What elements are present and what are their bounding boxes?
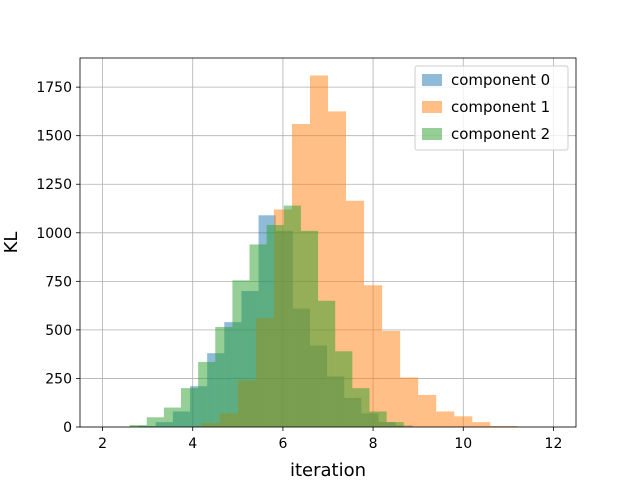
series-2-bars xyxy=(129,205,404,427)
histogram-bar xyxy=(318,300,336,427)
y-tick-label: 500 xyxy=(45,323,72,339)
histogram-bar xyxy=(454,416,473,427)
legend-box xyxy=(414,65,569,151)
histogram-bar xyxy=(181,388,199,427)
x-tick-label: 4 xyxy=(188,436,197,452)
y-tick-label: 1500 xyxy=(36,129,72,145)
x-tick-label: 2 xyxy=(98,436,107,452)
histogram-bar xyxy=(418,394,437,427)
plot-area-frame xyxy=(79,57,577,428)
histogram-bar xyxy=(283,205,301,427)
histogram-bar xyxy=(472,422,491,427)
histogram-bar xyxy=(198,361,216,427)
histogram-bar xyxy=(300,230,319,427)
histogram-bar xyxy=(146,417,164,427)
x-tick-label: 8 xyxy=(369,436,378,452)
histogram-bar xyxy=(400,377,419,427)
y-tick-label: 0 xyxy=(63,420,72,436)
histogram-bars xyxy=(129,75,518,428)
histogram-bar xyxy=(352,388,370,427)
histogram-bar xyxy=(490,426,518,427)
legend-swatch xyxy=(422,74,442,86)
histogram-bar xyxy=(129,425,147,427)
x-tick-label: 12 xyxy=(545,436,563,452)
y-axis-label: KL xyxy=(1,232,22,254)
histogram-bar xyxy=(335,351,353,427)
x-tick-label: 6 xyxy=(278,436,287,452)
histogram-bar xyxy=(369,411,387,427)
legend-swatch xyxy=(422,128,442,140)
histogram-bar xyxy=(382,330,401,427)
x-axis-label: iteration xyxy=(290,460,366,480)
x-axis-ticks: 2 4 6 8 10 12 xyxy=(98,427,562,452)
histogram-bar xyxy=(215,326,233,427)
y-tick-label: 1250 xyxy=(36,177,72,193)
y-tick-label: 1000 xyxy=(36,226,72,242)
legend-label: component 2 xyxy=(451,125,550,143)
histogram-bar xyxy=(163,407,182,427)
histogram-bar xyxy=(386,422,404,427)
y-tick-label: 750 xyxy=(45,274,72,290)
y-tick-label: 1750 xyxy=(36,80,72,96)
x-tick-label: 10 xyxy=(454,436,472,452)
legend-label: component 0 xyxy=(451,71,550,89)
legend-swatch xyxy=(422,101,442,113)
legend: component 0 component 1 component 2 xyxy=(414,65,569,151)
y-tick-label: 250 xyxy=(45,371,72,387)
histogram-bar xyxy=(266,225,284,427)
legend-label: component 1 xyxy=(451,98,550,116)
y-axis-ticks: 0 250 500 750 1000 1250 1500 1750 xyxy=(36,80,80,436)
histogram-bar xyxy=(232,280,250,427)
histogram-bar xyxy=(249,244,267,427)
histogram-bar xyxy=(436,411,455,427)
